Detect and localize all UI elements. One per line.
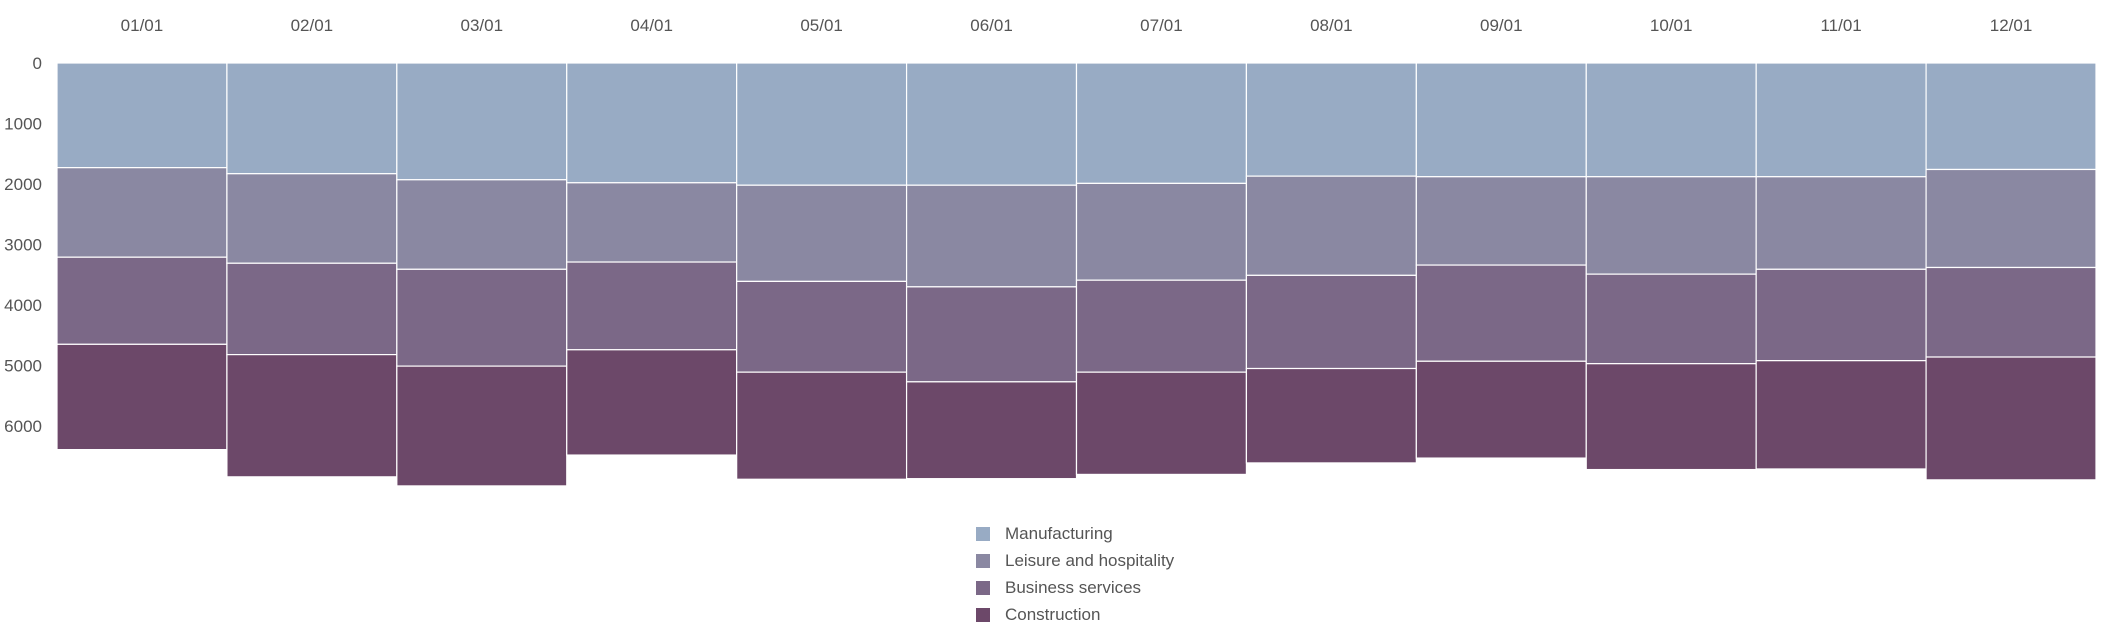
- legend-label: Business services: [1005, 577, 1142, 597]
- bar-segment-construction[interactable]: [396, 365, 568, 487]
- y-tick-label: 1000: [4, 115, 42, 134]
- x-tick-label: 10/01: [1650, 16, 1693, 35]
- y-tick-label: 6000: [4, 417, 42, 436]
- legend-swatch: [976, 580, 990, 595]
- bar-segment-leisure-and-hospitality[interactable]: [736, 184, 908, 283]
- x-tick-label: 08/01: [1310, 16, 1353, 35]
- bar-segment-manufacturing[interactable]: [226, 62, 398, 175]
- x-tick-label: 05/01: [800, 16, 843, 35]
- legend-swatch: [976, 607, 990, 622]
- bar-segment-manufacturing[interactable]: [1755, 62, 1927, 178]
- bar-segment-leisure-and-hospitality[interactable]: [1585, 176, 1757, 275]
- bar-segment-leisure-and-hospitality[interactable]: [1755, 176, 1927, 270]
- bar-segment-manufacturing[interactable]: [396, 62, 568, 181]
- y-tick-label: 2000: [4, 175, 42, 194]
- legend-item[interactable]: Manufacturing: [976, 520, 1174, 547]
- bar-segment-business-services[interactable]: [566, 261, 738, 351]
- legend-swatch: [976, 553, 990, 568]
- legend-item[interactable]: Business services: [976, 574, 1174, 601]
- x-tick-label: 07/01: [1140, 16, 1183, 35]
- legend-item[interactable]: Construction: [976, 601, 1174, 628]
- bar-segment-leisure-and-hospitality[interactable]: [566, 182, 738, 263]
- bar-segment-construction[interactable]: [226, 354, 398, 478]
- bar-segment-manufacturing[interactable]: [566, 62, 738, 184]
- bar-segment-business-services[interactable]: [226, 262, 398, 356]
- bar-segment-business-services[interactable]: [1925, 266, 2097, 358]
- bar-segment-business-services[interactable]: [1415, 264, 1587, 362]
- bar-segment-manufacturing[interactable]: [1585, 62, 1757, 178]
- bar-segment-business-services[interactable]: [1075, 279, 1248, 373]
- bar-segment-manufacturing[interactable]: [1925, 62, 2097, 171]
- bar-segment-manufacturing[interactable]: [905, 62, 1078, 186]
- bar-segment-construction[interactable]: [1585, 363, 1757, 471]
- bar-segment-construction[interactable]: [1925, 356, 2097, 481]
- bar-segment-construction[interactable]: [1755, 360, 1927, 470]
- legend-swatch: [976, 526, 990, 541]
- y-tick-label: 5000: [4, 357, 42, 376]
- bar-segment-construction[interactable]: [905, 381, 1078, 480]
- bar-segment-leisure-and-hospitality[interactable]: [905, 184, 1078, 288]
- bar-segment-business-services[interactable]: [905, 286, 1078, 383]
- x-tick-label: 11/01: [1820, 16, 1861, 35]
- bar-segment-business-services[interactable]: [1245, 274, 1417, 370]
- bar-segment-leisure-and-hospitality[interactable]: [1245, 175, 1417, 276]
- bar-segment-manufacturing[interactable]: [1075, 62, 1248, 184]
- legend-label: Construction: [1005, 604, 1101, 624]
- x-tick-label: 12/01: [1990, 16, 2033, 35]
- bar-segment-leisure-and-hospitality[interactable]: [1925, 168, 2097, 269]
- x-tick-label: 02/01: [291, 16, 334, 35]
- bar-segment-construction[interactable]: [1075, 371, 1248, 476]
- x-tick-label: 01/01: [121, 16, 164, 35]
- bar-segment-manufacturing[interactable]: [1245, 62, 1417, 177]
- bar-segment-leisure-and-hospitality[interactable]: [1075, 182, 1248, 281]
- legend: Manufacturing Leisure and hospitality Busi…: [976, 520, 1174, 628]
- legend-label: Leisure and hospitality: [1005, 550, 1175, 570]
- bar-segment-leisure-and-hospitality[interactable]: [1415, 176, 1587, 266]
- bar-segment-construction[interactable]: [56, 343, 228, 451]
- x-tick-label: 06/01: [970, 16, 1013, 35]
- bar-segment-manufacturing[interactable]: [1415, 62, 1587, 178]
- bar-segment-business-services[interactable]: [396, 268, 568, 367]
- bar-segment-construction[interactable]: [736, 371, 908, 480]
- bar-segment-construction[interactable]: [566, 349, 738, 456]
- y-tick-label: 4000: [4, 296, 42, 315]
- bar-segment-business-services[interactable]: [1585, 273, 1757, 365]
- bar-segment-construction[interactable]: [1415, 360, 1587, 459]
- bar-segment-business-services[interactable]: [736, 280, 908, 373]
- x-tick-label: 03/01: [461, 16, 504, 35]
- bar-segment-leisure-and-hospitality[interactable]: [396, 179, 568, 270]
- legend-item[interactable]: Leisure and hospitality: [976, 547, 1174, 574]
- bar-segment-business-services[interactable]: [1755, 268, 1927, 362]
- y-tick-label: 0: [33, 54, 42, 73]
- bar-segment-leisure-and-hospitality[interactable]: [56, 167, 228, 258]
- legend-label: Manufacturing: [1005, 523, 1113, 543]
- x-tick-label: 04/01: [630, 16, 673, 35]
- bar-segment-leisure-and-hospitality[interactable]: [226, 173, 398, 264]
- bar-segment-manufacturing[interactable]: [736, 62, 908, 186]
- bar-segment-manufacturing[interactable]: [56, 62, 228, 169]
- bar-segment-construction[interactable]: [1245, 367, 1417, 464]
- y-tick-label: 3000: [4, 236, 42, 255]
- bar-segment-business-services[interactable]: [56, 256, 228, 345]
- x-tick-label: 09/01: [1480, 16, 1523, 35]
